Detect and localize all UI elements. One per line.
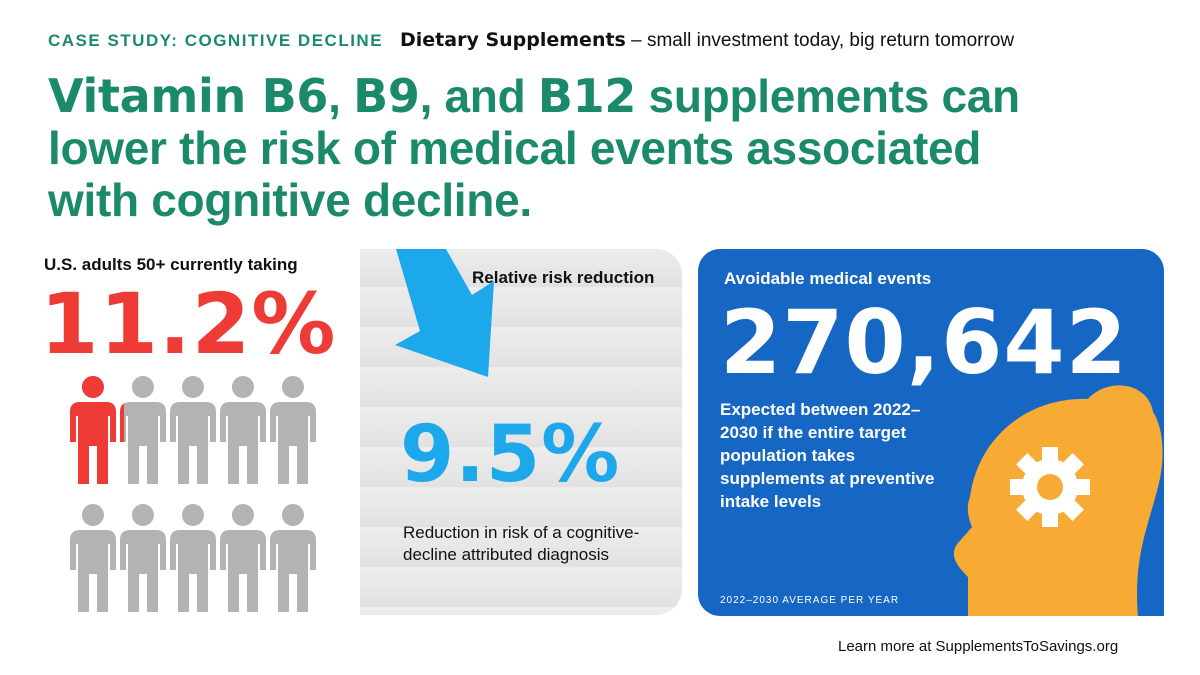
topic-bold: Dietary Supplements: [400, 29, 626, 51]
head-gear-icon: [953, 385, 1163, 616]
person-icon: [70, 504, 116, 612]
headline-b6: Vitamin B6: [48, 69, 329, 123]
person-icon: [170, 376, 216, 484]
headline-b9: B9: [353, 69, 420, 123]
adults-label: U.S. adults 50+ currently taking: [44, 255, 298, 274]
person-icon: [120, 376, 166, 484]
adults-percent: 11.2%: [40, 275, 337, 373]
person-icon: [120, 504, 166, 612]
risk-reduction-title: Relative risk reduction: [472, 268, 655, 287]
headline-b12: B12: [537, 69, 637, 123]
headline-rest: supplements can lower the risk of medica…: [48, 70, 1020, 226]
avoidable-events-panel: [698, 249, 1164, 616]
footer-link[interactable]: Learn more at SupplementsToSavings.org: [838, 638, 1119, 655]
person-icon: [220, 504, 266, 612]
headline-sep2: , and: [419, 70, 538, 122]
people-pictogram: [68, 376, 328, 616]
headline: Vitamin B6, B9, and B12 supplements can …: [48, 70, 1028, 226]
topic-line: Dietary Supplements – small investment t…: [400, 29, 1014, 52]
avoidable-events-value: 270,642: [720, 291, 1128, 394]
risk-reduction-panel: [360, 249, 682, 615]
down-arrow-icon: [395, 249, 494, 377]
avoidable-events-title: Avoidable medical events: [724, 269, 932, 288]
person-icon: [70, 376, 116, 484]
person-icon: [220, 376, 266, 484]
headline-sep1: ,: [328, 70, 354, 122]
topic-rest: – small investment today, big return tom…: [625, 30, 1015, 51]
avoidable-events-footnote: 2022–2030 AVERAGE PER YEAR: [720, 595, 900, 606]
avoidable-events-description: Expected between 2022–2030 if the entire…: [720, 400, 935, 511]
person-icon: [270, 504, 316, 612]
risk-reduction-value: 9.5%: [400, 410, 621, 500]
person-icon: [170, 504, 216, 612]
person-icon: [270, 376, 316, 484]
case-study-kicker: CASE STUDY: COGNITIVE DECLINE: [48, 31, 384, 50]
risk-reduction-description: Reduction in risk of a cognitive-decline…: [403, 523, 640, 564]
